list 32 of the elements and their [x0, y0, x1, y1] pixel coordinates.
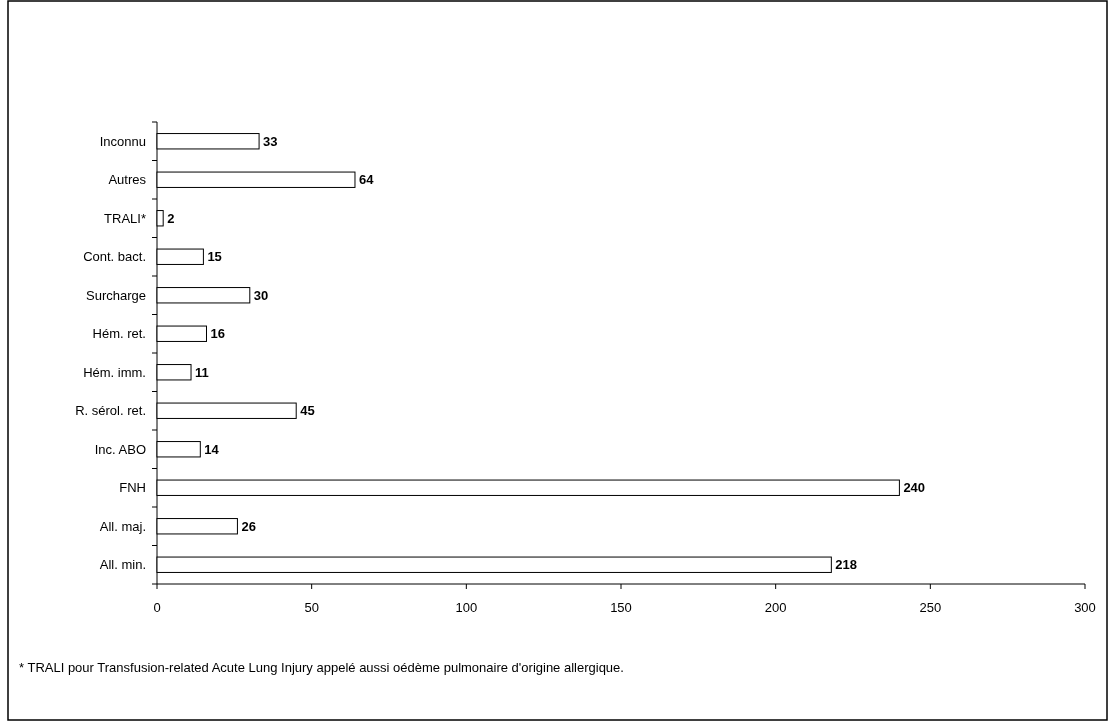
x-tick-label: 250	[919, 600, 942, 615]
y-tick-label: Hém. ret.	[92, 326, 146, 342]
text: * TRALI pour Transfusion-related Acute Lung Injury appelé aussi oédème pulmonaire d'origine allergique.	[19, 660, 624, 675]
x-tick-label: 150	[610, 600, 632, 615]
y-tick-label: All. min.	[99, 557, 146, 573]
data-label: 30	[253, 287, 269, 303]
y-tick-label: R. sérol. ret.	[75, 403, 146, 419]
data-label: 14	[204, 441, 220, 457]
y-tick-label: Inconnu	[99, 133, 146, 149]
data-label: 33	[263, 133, 278, 149]
data-label: 45	[300, 403, 315, 419]
data-label: 11	[195, 364, 209, 380]
data-label: 16	[210, 326, 225, 342]
y-tick-label: Autres	[108, 172, 147, 188]
y-tick-label: FNH	[119, 480, 146, 496]
x-tick-label: 50	[304, 600, 319, 615]
data-label: 15	[207, 249, 222, 265]
y-tick-label: Surcharge	[86, 287, 146, 303]
y-tick-label: TRALI*	[104, 210, 146, 226]
x-tick-label: 0	[153, 600, 161, 615]
y-tick-label: Hém. imm.	[83, 364, 146, 380]
y-tick-label: Cont. bact.	[83, 249, 146, 265]
y-tick-label: Inc. ABO	[94, 441, 146, 457]
x-tick-label: 100	[455, 600, 478, 615]
x-tick-label: 200	[764, 600, 787, 615]
data-label: 218	[835, 557, 858, 573]
y-tick-label: All. maj.	[99, 518, 146, 534]
data-label: 240	[903, 480, 926, 496]
data-label: 26	[241, 518, 256, 534]
data-label: 64	[358, 172, 375, 188]
x-tick-label: 300	[1074, 600, 1096, 615]
data-label: 2	[167, 210, 175, 226]
